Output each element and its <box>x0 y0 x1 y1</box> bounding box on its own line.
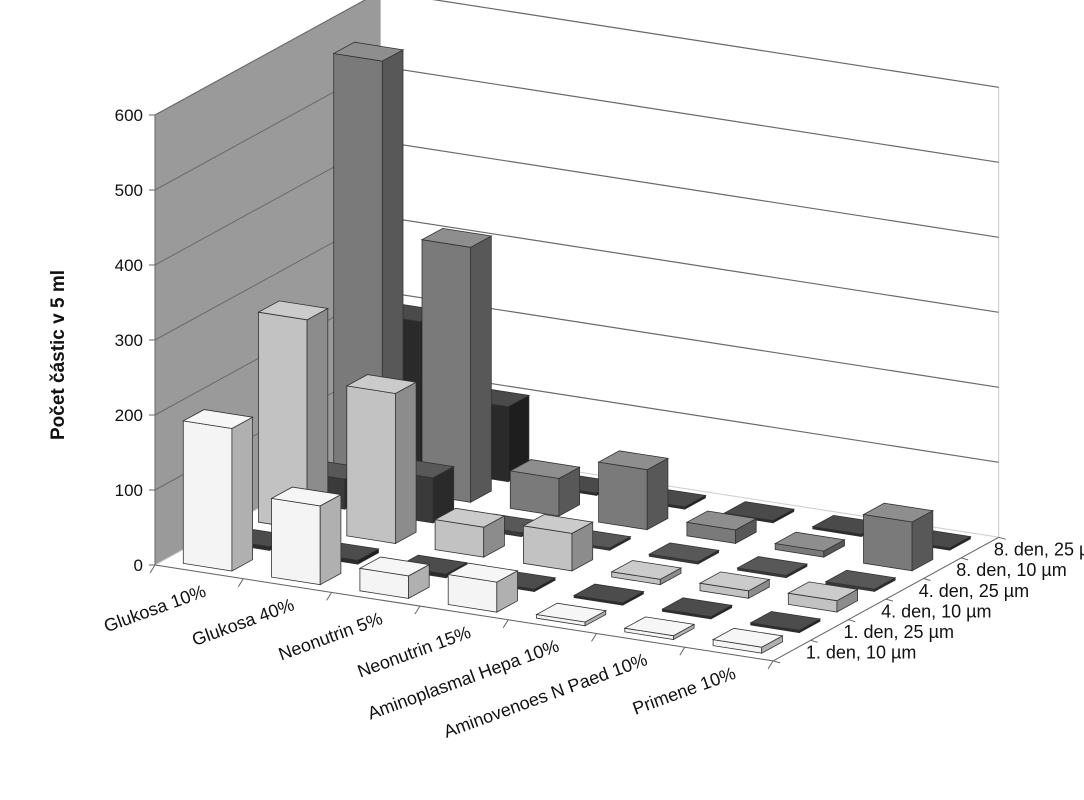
x-axis <box>154 564 774 662</box>
bar <box>433 507 506 558</box>
bar <box>824 569 897 593</box>
bar <box>736 556 809 579</box>
bar <box>420 227 493 503</box>
bar <box>711 627 784 654</box>
x-tick <box>679 646 686 656</box>
series-label: 4. den, 10 µm <box>881 601 991 621</box>
gridline <box>432 0 999 88</box>
bar <box>787 581 859 613</box>
bar <box>509 459 581 517</box>
y-tick-label: 500 <box>115 181 143 200</box>
bar <box>698 571 771 599</box>
x-tick <box>149 564 156 574</box>
depth-tick <box>998 536 1006 540</box>
depth-tick <box>885 598 894 602</box>
x-tick <box>414 605 421 615</box>
category-label: Neonutrin 5% <box>276 608 385 664</box>
bar <box>182 409 254 572</box>
series-label: 1. den, 25 µm <box>844 622 954 642</box>
gridline <box>380 140 999 238</box>
bar <box>345 374 418 545</box>
gridline <box>154 0 366 116</box>
y-tick-label: 100 <box>115 481 143 500</box>
axes <box>149 114 1006 670</box>
bar <box>685 510 758 545</box>
category-label: Aminovenoes N Paed 10% <box>441 649 650 741</box>
bar <box>270 486 343 586</box>
bar <box>610 560 683 586</box>
y-tick-label: 0 <box>134 556 143 575</box>
bar <box>623 616 696 641</box>
bar <box>749 611 822 634</box>
bar <box>535 602 608 627</box>
gridline <box>380 215 999 313</box>
bar <box>773 531 846 558</box>
y-axis-label: Počet částic v 5 ml <box>48 270 69 440</box>
y-tick-label: 300 <box>115 331 143 350</box>
series-label: 1. den, 10 µm <box>806 643 916 663</box>
category-label: Glukosa 40% <box>189 594 296 649</box>
series-label: 8. den, 10 µm <box>956 560 1066 580</box>
depth-tick <box>810 639 818 643</box>
bar <box>648 542 720 565</box>
y-tick-label: 200 <box>115 406 143 425</box>
series-label: 4. den, 25 µm <box>919 581 1029 601</box>
depth-tick <box>772 660 781 664</box>
bar <box>522 514 594 572</box>
x-tick <box>591 633 597 642</box>
x-tick <box>767 660 774 670</box>
bars <box>182 41 972 654</box>
x-tick <box>502 619 509 629</box>
depth-tick <box>923 578 931 581</box>
category-label: Glukosa 10% <box>101 581 208 636</box>
y-tick-label: 400 <box>115 256 143 275</box>
depth-tick <box>960 557 969 561</box>
bar <box>446 562 519 613</box>
bar <box>597 450 670 531</box>
depth-tick <box>848 619 856 623</box>
bar <box>862 502 935 572</box>
bar <box>358 556 431 600</box>
y-tick-label: 600 <box>115 106 143 125</box>
bar <box>661 597 733 620</box>
series-label: 8. den, 25 µm <box>994 540 1084 560</box>
bar <box>572 583 645 606</box>
category-label: Primene 10% <box>630 663 738 719</box>
x-tick <box>326 592 333 601</box>
gridline <box>380 65 999 163</box>
x-tick <box>237 578 244 587</box>
